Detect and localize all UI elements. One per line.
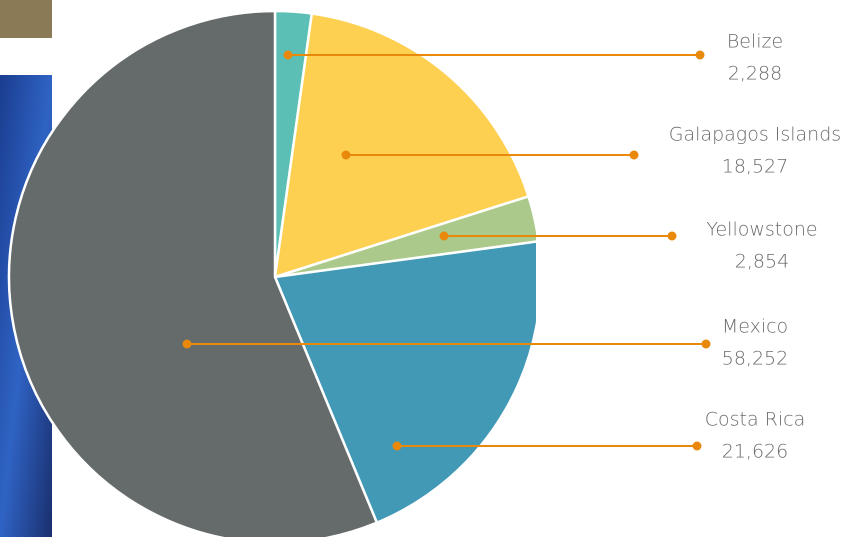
leader-dot: [629, 150, 639, 160]
leader-dot: [341, 150, 351, 160]
leader-dot: [667, 231, 677, 241]
leader-dot: [439, 231, 449, 241]
value-label: 18,527: [722, 156, 788, 178]
value-label: 2,288: [728, 63, 782, 85]
category-label: Belize: [727, 31, 783, 53]
leader-dot: [695, 50, 705, 60]
category-label: Yellowstone: [706, 219, 817, 241]
leader-dot: [701, 339, 711, 349]
category-label: Galapagos Islands: [669, 124, 841, 146]
leader-dot: [692, 441, 702, 451]
labels: Belize 2,288 Galapagos Islands 18,527 Yellow…: [182, 31, 841, 463]
pie-slice: [273, 240, 536, 525]
pie-slice: [273, 12, 531, 279]
pie-slice: [7, 9, 379, 537]
leader-dot: [182, 339, 192, 349]
leader-dot: [392, 441, 402, 451]
pie-slice: [274, 194, 536, 279]
category-label: Costa Rica: [705, 409, 806, 431]
value-label: 58,252: [722, 348, 788, 370]
value-label: 21,626: [722, 441, 788, 463]
category-label: Mexico: [722, 316, 788, 338]
leader-dot: [283, 50, 293, 60]
pie: [7, 9, 536, 537]
value-label: 2,854: [735, 251, 789, 273]
thumbnail-image: [0, 0, 52, 38]
